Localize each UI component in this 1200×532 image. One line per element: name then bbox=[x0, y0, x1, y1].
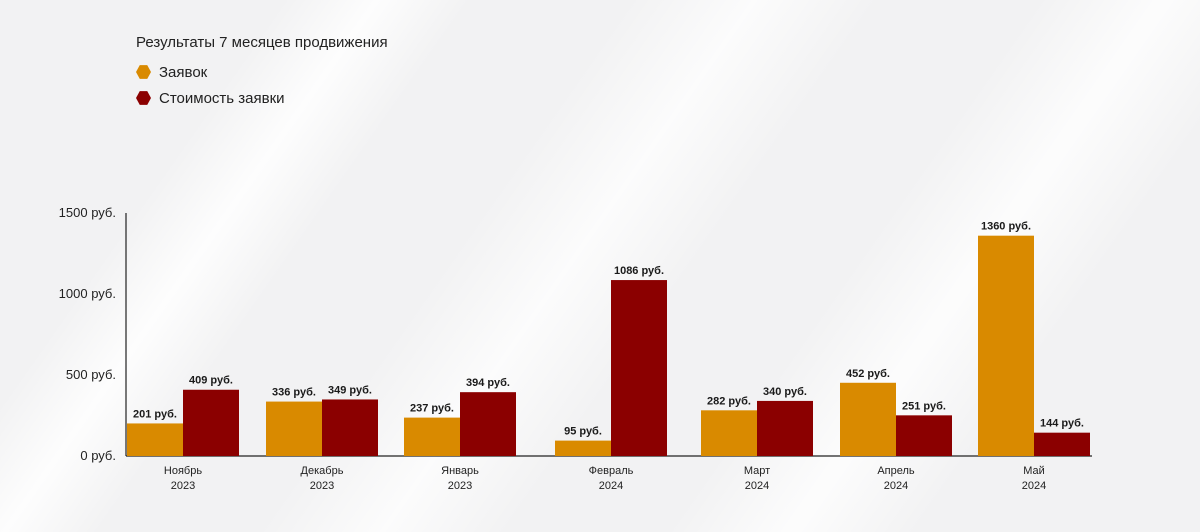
hexagon-marker-icon bbox=[136, 91, 151, 105]
x-tick-label-month: Ноябрь bbox=[164, 465, 202, 477]
bar-zayavok bbox=[555, 440, 611, 456]
y-tick-label: 1500 руб. bbox=[59, 205, 116, 220]
x-tick-label-month: Апрель bbox=[877, 465, 915, 477]
bar-zayavok bbox=[840, 382, 896, 456]
bar-value-label: 1360 руб. bbox=[981, 221, 1031, 233]
bar-stoimost bbox=[460, 392, 516, 456]
bar-value-label: 237 руб. bbox=[410, 403, 454, 415]
legend-item-stoimost: Стоимость заявки bbox=[136, 85, 388, 111]
x-tick-label-year: 2023 bbox=[171, 480, 195, 492]
x-tick-label-month: Март bbox=[744, 465, 770, 477]
y-tick-label: 500 руб. bbox=[66, 367, 116, 382]
bar-zayavok bbox=[978, 235, 1034, 456]
x-tick-label-year: 2024 bbox=[599, 480, 623, 492]
y-tick-label: 1000 руб. bbox=[59, 286, 116, 301]
bar-value-label: 1086 руб. bbox=[614, 265, 664, 277]
bar-zayavok bbox=[404, 417, 460, 456]
bar-value-label: 394 руб. bbox=[466, 377, 510, 389]
x-tick-label-month: Май bbox=[1023, 465, 1045, 477]
bar-value-label: 251 руб. bbox=[902, 400, 946, 412]
bar-stoimost bbox=[611, 280, 667, 456]
hexagon-marker-icon bbox=[136, 65, 151, 79]
bar-zayavok bbox=[127, 423, 183, 456]
bar-zayavok bbox=[266, 401, 322, 456]
chart-title: Результаты 7 месяцев продвижения bbox=[136, 34, 388, 51]
legend-label-stoimost: Стоимость заявки bbox=[159, 89, 285, 107]
bar-value-label: 95 руб. bbox=[564, 426, 602, 438]
bar-stoimost bbox=[322, 399, 378, 456]
y-tick-label: 0 руб. bbox=[80, 448, 116, 463]
x-tick-label-month: Декабрь bbox=[301, 465, 344, 477]
bar-stoimost bbox=[183, 389, 239, 456]
x-tick-label-year: 2023 bbox=[448, 480, 472, 492]
bar-value-label: 144 руб. bbox=[1040, 418, 1084, 430]
bar-zayavok bbox=[701, 410, 757, 456]
bar-value-label: 282 руб. bbox=[707, 395, 751, 407]
bar-stoimost bbox=[757, 400, 813, 456]
x-tick-label-month: Январь bbox=[441, 465, 479, 477]
bar-value-label: 349 руб. bbox=[328, 384, 372, 396]
x-tick-label-year: 2023 bbox=[310, 480, 334, 492]
legend: Результаты 7 месяцев продвижения Заявок … bbox=[136, 34, 388, 111]
bar-value-label: 452 руб. bbox=[846, 368, 890, 380]
x-tick-label-year: 2024 bbox=[745, 480, 769, 492]
bar-stoimost bbox=[1034, 432, 1090, 456]
legend-label-zayavok: Заявок bbox=[159, 63, 208, 81]
bar-value-label: 336 руб. bbox=[272, 387, 316, 399]
x-tick-label-month: Февраль bbox=[589, 465, 634, 477]
bar-value-label: 409 руб. bbox=[189, 375, 233, 387]
x-tick-label-year: 2024 bbox=[884, 480, 908, 492]
bar-value-label: 201 руб. bbox=[133, 408, 177, 420]
bar-stoimost bbox=[896, 415, 952, 456]
legend-item-zayavok: Заявок bbox=[136, 59, 388, 85]
bar-value-label: 340 руб. bbox=[763, 386, 807, 398]
x-tick-label-year: 2024 bbox=[1022, 480, 1046, 492]
